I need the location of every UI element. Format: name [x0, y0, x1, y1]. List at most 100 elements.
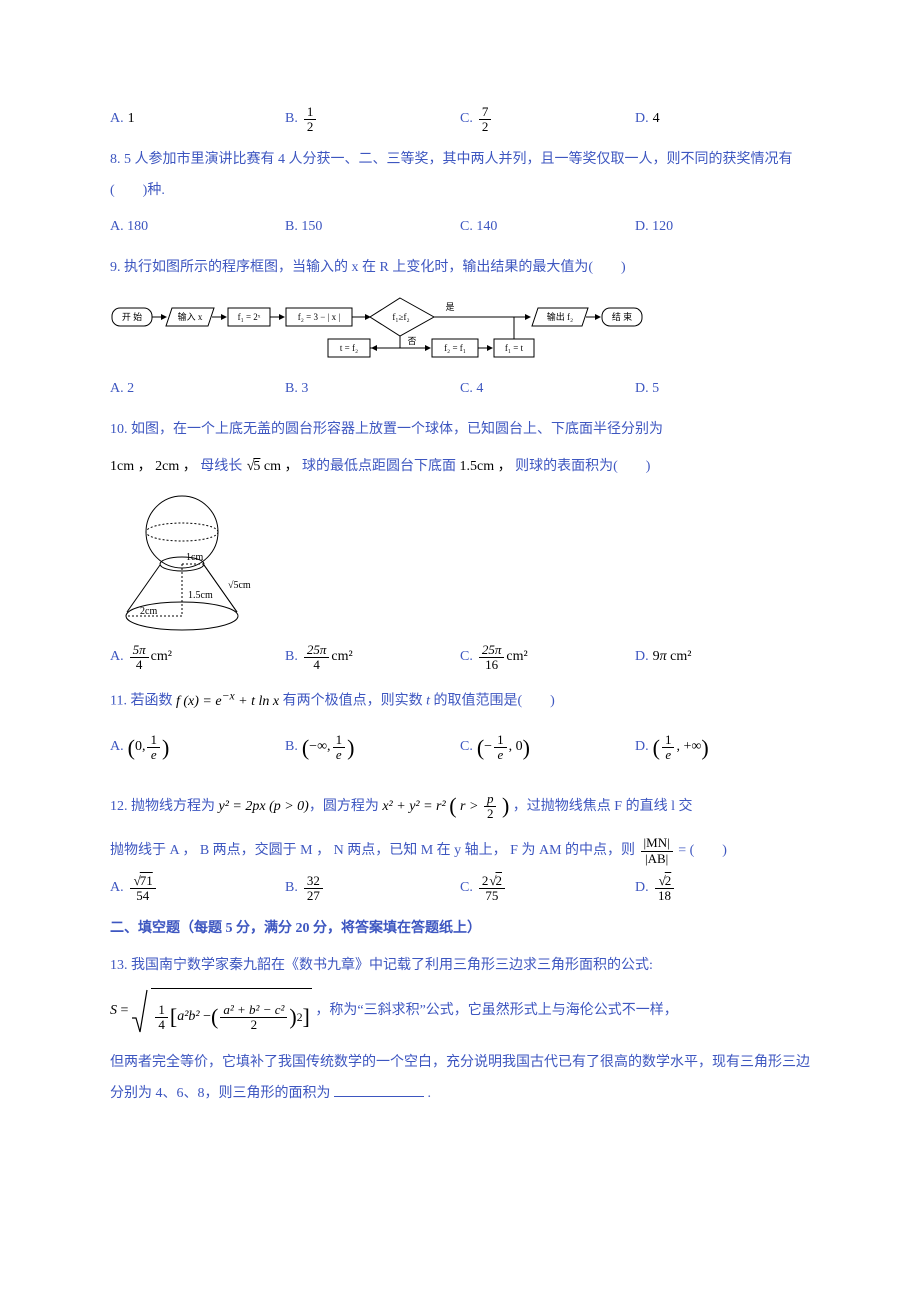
fig-slant: √5cm [228, 580, 251, 591]
paren-l [128, 724, 135, 772]
q12-opt-d: D. 2 18 [635, 873, 810, 904]
flowchart-svg: 开 始 输入 x f₁ = 2ˣ f₂ = 3 − | x | f₁≥f₂ [110, 290, 690, 370]
fraction: 25π 4 [304, 643, 330, 673]
fraction: 1 e [147, 733, 160, 763]
q13-formula-line: S = 1 4 a²b² − a² + b² − c² 2 2 ，称为“三斜求积… [110, 988, 810, 1042]
flow-tf2: t = f₂ [340, 343, 358, 353]
q10-text-b: 1cm ， 2cm ， 母线长 5 cm ， 球的最低点距圆台下底面 1.5cm… [110, 452, 810, 483]
frac-den: 2 [248, 1018, 261, 1032]
opt-label: A. [110, 732, 124, 763]
q9-opt-d: D. 5 [635, 374, 810, 405]
unit: cm² [506, 642, 527, 673]
q8-opt-a: A. 180 [110, 212, 285, 243]
fraction: 7 2 [479, 105, 492, 135]
frac-num: 32 [304, 874, 323, 889]
paren-r [347, 724, 354, 772]
q10-figure: 1cm √5cm 1.5cm 2cm [110, 488, 810, 638]
frac-den: 2 [484, 807, 497, 821]
q12-b-tail: = ( ) [678, 843, 727, 858]
frac-den: 2 [479, 120, 492, 134]
tail: , +∞ [676, 732, 701, 763]
open: 0, [135, 732, 146, 763]
frac-num: 1 [494, 733, 507, 748]
flow-cond: f₁≥f₂ [392, 312, 409, 322]
paren-l [449, 799, 456, 814]
q12-opt-a: A. 71 54 [110, 873, 285, 904]
sqrt-val: 71 [133, 873, 153, 888]
fraction: p 2 [484, 792, 497, 822]
flow-out: 输出 f₂ [547, 311, 573, 322]
frac-den: e [494, 748, 506, 762]
ratio-frac: |MN| |AB| [641, 836, 673, 866]
fraction: 32 27 [304, 874, 323, 904]
q8-options: A. 180 B. 150 C. 140 D. 120 [110, 212, 810, 243]
open: −∞, [309, 732, 330, 763]
frac-den: e [148, 748, 160, 762]
outer-left: a²b² − [177, 1002, 211, 1033]
opt-value: 1 [128, 104, 135, 135]
flow-f1t: f₁ = t [505, 343, 524, 353]
opt-label: A. [110, 642, 124, 673]
fraction: 1 2 [304, 105, 317, 135]
flow-end: 结 束 [612, 311, 632, 322]
q7-opt-a: A. 1 [110, 104, 285, 135]
q12-options: A. 71 54 B. 32 27 C. 22 75 D. 2 18 [110, 873, 810, 904]
q9-text: 9. 执行如图所示的程序框图，当输入的 x 在 R 上变化时，输出结果的最大值为… [110, 253, 810, 284]
q11-opt-a: A. 0, 1 e [110, 724, 285, 772]
frac-num: p [484, 792, 497, 807]
flow-f1: f₁ = 2ˣ [238, 312, 261, 322]
q11-options: A. 0, 1 e B. −∞, 1 e C. − 1 e [110, 724, 810, 772]
paren-r [523, 724, 530, 772]
q9-opt-c: C. 4 [460, 374, 635, 405]
frac-den: 75 [482, 889, 501, 903]
neg: − [484, 732, 492, 763]
flow-yes: 是 [445, 302, 454, 312]
bracket-l [170, 993, 177, 1041]
q13-text-b: ，称为“三斜求积”公式，它虽然形式上与海伦公式不一样， [315, 1003, 677, 1018]
paren-r [502, 799, 509, 814]
q12-opt-b: B. 32 27 [285, 873, 460, 904]
opt-label: C. [460, 732, 473, 763]
q10-b-blue: 母线长 [200, 459, 242, 474]
fraction: 25π 16 [479, 643, 505, 673]
q10-b-15: 1.5cm ， [460, 459, 512, 474]
q10-b-blue2: 球的最低点距圆台下底面 [302, 459, 456, 474]
paren-r [701, 724, 708, 772]
opt-label: D. [635, 732, 649, 763]
fraction: 2 18 [655, 874, 675, 904]
fraction: 5π 4 [130, 643, 149, 673]
q12-opt-c: C. 22 75 [460, 873, 635, 904]
q10-options: A. 5π 4 cm² B. 25π 4 cm² C. 25π 16 cm² D… [110, 642, 810, 673]
answer-blank [334, 1082, 424, 1097]
q10-opt-b: B. 25π 4 cm² [285, 642, 460, 673]
section2-title: 二、填空题（每题 5 分，满分 20 分，将答案填在答题纸上） [110, 914, 810, 945]
q8-opt-b: B. 150 [285, 212, 460, 243]
frac-num: 25π [479, 643, 505, 658]
frac-den: 16 [482, 658, 501, 672]
frac-den: 4 [133, 658, 146, 672]
q12-text-a: 12. 抛物线方程为 y² = 2px (p > 0)，圆方程为 x² + y²… [110, 782, 810, 830]
paren-l [653, 724, 660, 772]
opt-label: B. [285, 642, 298, 673]
frac-den: e [662, 748, 674, 762]
quarter-frac: 1 4 [155, 1003, 168, 1033]
opt-label: A. [110, 104, 124, 135]
q10-text-a: 10. 如图，在一个上底无盖的圆台形容器上放置一个球体，已知圆台上、下底面半径分… [110, 415, 810, 446]
frac-den: 27 [304, 889, 323, 903]
fig-height: 1.5cm [188, 590, 213, 601]
fraction: 71 54 [130, 874, 156, 904]
exam-page: A. 1 B. 1 2 C. 7 2 D. 4 8. 5 人参加市里演讲比赛有 … [0, 0, 920, 1175]
paren-l [477, 724, 484, 772]
opt-value: 9π cm² [653, 642, 692, 673]
frac-num: 2 [655, 874, 675, 889]
fig-top-r: 1cm [186, 552, 203, 563]
q11-opt-d: D. 1 e , +∞ [635, 724, 810, 772]
frac-num: 1 [147, 733, 160, 748]
q9-options: A. 2 B. 3 C. 4 D. 5 [110, 374, 810, 405]
q11-text: 11. 若函数 f (x) = e−x + t ln x 有两个极值点，则实数 … [110, 683, 810, 717]
flow-f2: f₂ = 3 − | x | [298, 312, 341, 322]
opt-value: 4 [653, 104, 660, 135]
bracket-r [303, 993, 310, 1041]
flow-f2f1: f₂ = f₁ [444, 343, 466, 353]
sqrt-val: 2 [488, 873, 502, 888]
